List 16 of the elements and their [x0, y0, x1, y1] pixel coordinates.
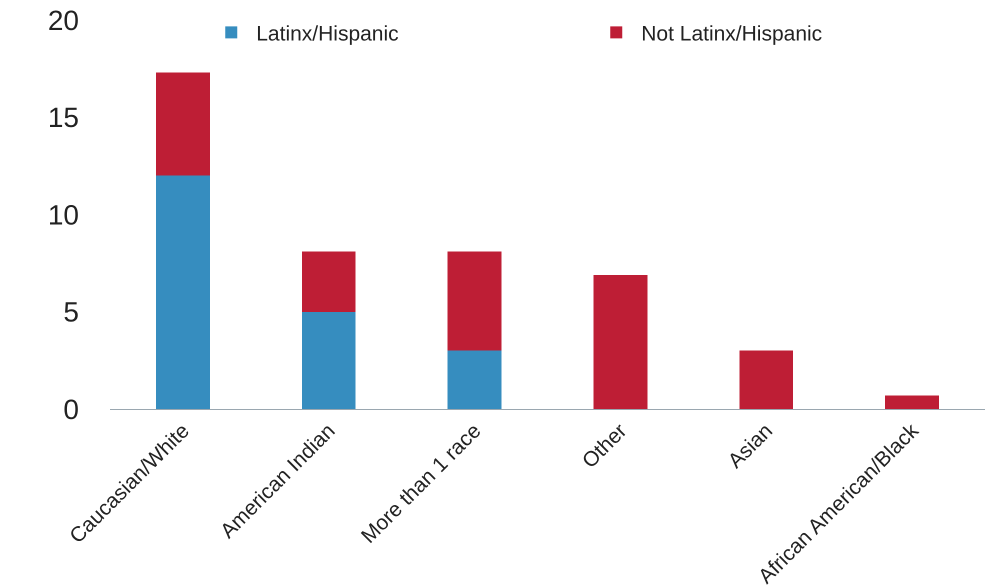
bar	[448, 251, 502, 351]
y-tick-label: 5	[63, 296, 79, 328]
legend-label: Latinx/Hispanic	[256, 22, 399, 46]
bar	[885, 395, 940, 409]
legend-label: Not Latinx/Hispanic	[641, 22, 822, 46]
bar	[448, 350, 502, 409]
bar	[156, 72, 210, 176]
bar	[156, 176, 210, 409]
bar	[739, 350, 794, 409]
bar	[302, 251, 356, 312]
y-tick-label: 0	[63, 394, 79, 425]
bar	[593, 274, 648, 409]
y-tick-label: 20	[48, 4, 79, 36]
y-tick-label: 15	[48, 102, 79, 134]
y-tick-label: 10	[48, 199, 79, 230]
bar	[302, 312, 356, 409]
